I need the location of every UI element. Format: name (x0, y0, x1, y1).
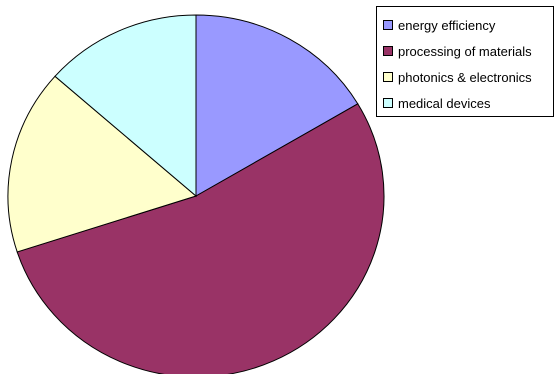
legend-swatch-medical-devices (383, 98, 393, 108)
pie-slices (7, 14, 385, 374)
legend-label-medical-devices: medical devices (398, 95, 491, 111)
legend-item-photonics-electronics: photonics & electronics (383, 64, 553, 90)
pie-slice-medical-devices (54, 14, 197, 198)
legend-label-energy-efficiency: energy efficiency (398, 17, 496, 33)
legend-swatch-processing-of-materials (383, 46, 393, 56)
legend-label-photonics-electronics: photonics & electronics (398, 69, 532, 85)
legend-swatch-photonics-electronics (383, 72, 393, 82)
legend-swatch-energy-efficiency (383, 20, 393, 30)
pie-slice-photonics-electronics (7, 75, 198, 253)
chart-legend: energy efficiency processing of material… (376, 6, 554, 117)
pie-slice-energy-efficiency (195, 14, 359, 197)
legend-label-processing-of-materials: processing of materials (398, 43, 532, 59)
legend-item-energy-efficiency: energy efficiency (383, 12, 553, 38)
pie-slice-processing-of-materials (16, 103, 385, 374)
legend-item-processing-of-materials: processing of materials (383, 38, 553, 64)
legend-item-medical-devices: medical devices (383, 90, 553, 116)
